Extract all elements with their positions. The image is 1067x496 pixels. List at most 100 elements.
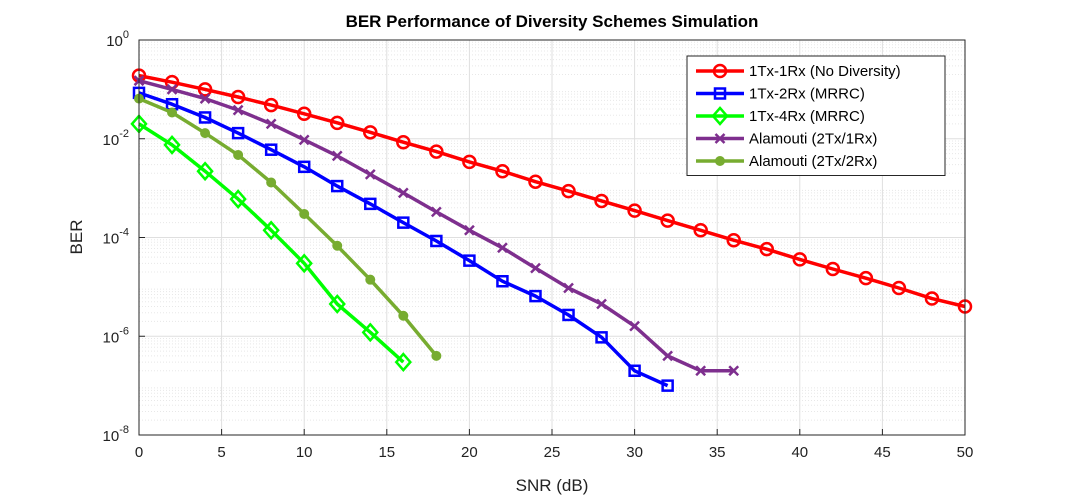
legend-label: 1Tx-4Rx (MRRC) bbox=[749, 108, 865, 125]
data-point bbox=[528, 174, 543, 189]
series-line bbox=[138, 96, 438, 358]
data-point bbox=[163, 135, 181, 155]
data-point bbox=[328, 294, 346, 314]
data-point bbox=[361, 322, 379, 343]
data-point bbox=[332, 240, 343, 251]
data-point bbox=[396, 134, 411, 150]
y-tick-label: 10-8 bbox=[103, 424, 129, 445]
data-point bbox=[561, 183, 576, 199]
data-point bbox=[825, 261, 841, 277]
data-point bbox=[298, 134, 310, 146]
series-5 bbox=[134, 93, 442, 361]
data-point bbox=[726, 232, 741, 248]
data-point bbox=[365, 274, 376, 285]
x-axis-ticks: 0 5 10 15 20 25 30 35 40 45 50 bbox=[135, 429, 974, 461]
data-point bbox=[329, 115, 345, 131]
data-point bbox=[196, 161, 214, 182]
y-tick-label: 100 bbox=[106, 29, 129, 50]
data-point bbox=[262, 220, 280, 241]
y-axis-ticks: 10-8 10-6 10-4 10-2 100 bbox=[103, 29, 145, 445]
data-point bbox=[430, 234, 443, 248]
data-point bbox=[297, 160, 311, 174]
data-point bbox=[397, 187, 409, 199]
data-point bbox=[397, 216, 410, 229]
data-point bbox=[167, 107, 178, 118]
legend-entry: Alamouti (2Tx/2Rx) bbox=[696, 153, 877, 170]
data-point bbox=[924, 291, 940, 306]
x-tick-label: 45 bbox=[874, 444, 891, 461]
chart-title: BER Performance of Diversity Schemes Sim… bbox=[346, 12, 759, 31]
legend-label: Alamouti (2Tx/2Rx) bbox=[749, 153, 877, 170]
data-point bbox=[463, 254, 476, 267]
x-tick-label: 0 bbox=[135, 444, 143, 461]
data-point bbox=[265, 118, 277, 130]
x-axis-label: SNR (dB) bbox=[516, 476, 589, 495]
data-point bbox=[264, 143, 278, 156]
data-point bbox=[693, 223, 708, 238]
data-point bbox=[398, 310, 409, 321]
legend-swatch-marker bbox=[711, 106, 729, 126]
data-point bbox=[660, 213, 675, 228]
data-point bbox=[629, 320, 640, 332]
x-tick-label: 35 bbox=[709, 444, 726, 461]
data-point bbox=[363, 125, 378, 140]
data-point bbox=[858, 270, 874, 286]
series-line bbox=[138, 122, 405, 364]
x-tick-label: 10 bbox=[296, 444, 313, 461]
data-point bbox=[198, 111, 212, 124]
legend-label: 1Tx-1Rx (No Diversity) bbox=[749, 63, 901, 80]
data-point bbox=[496, 274, 509, 288]
data-point bbox=[430, 206, 442, 218]
data-point bbox=[695, 365, 707, 377]
data-point bbox=[497, 242, 508, 254]
legend-entry: 1Tx-4Rx (MRRC) bbox=[696, 106, 865, 126]
legend-entry: Alamouti (2Tx/1Rx) bbox=[696, 131, 877, 148]
data-point bbox=[299, 208, 310, 219]
data-point bbox=[596, 298, 607, 310]
data-point bbox=[891, 280, 907, 296]
series-4 bbox=[133, 75, 740, 377]
data-point bbox=[296, 106, 312, 122]
data-point bbox=[364, 197, 377, 211]
legend-entry: 1Tx-1Rx (No Diversity) bbox=[696, 63, 901, 80]
data-point bbox=[495, 163, 510, 179]
data-point bbox=[200, 128, 211, 139]
data-point bbox=[661, 379, 674, 392]
data-point bbox=[529, 289, 542, 303]
data-point bbox=[728, 365, 740, 377]
data-point bbox=[331, 150, 343, 162]
data-point bbox=[229, 189, 247, 209]
x-tick-label: 50 bbox=[957, 444, 974, 461]
data-point bbox=[628, 364, 641, 378]
legend-swatch-marker bbox=[713, 87, 727, 100]
data-point bbox=[431, 350, 442, 361]
y-tick-label: 10-2 bbox=[103, 128, 129, 149]
y-axis-label: BER bbox=[67, 220, 86, 255]
data-point bbox=[295, 253, 313, 274]
legend: 1Tx-1Rx (No Diversity) 1Tx-2Rx (MRRC) 1Tx-… bbox=[686, 55, 946, 176]
x-tick-label: 5 bbox=[217, 444, 225, 461]
data-point bbox=[662, 350, 674, 362]
data-point bbox=[230, 89, 246, 105]
data-point bbox=[233, 149, 244, 160]
data-point bbox=[266, 177, 277, 188]
data-point bbox=[394, 352, 412, 372]
data-point bbox=[364, 168, 376, 180]
legend-entry: 1Tx-2Rx (MRRC) bbox=[696, 86, 865, 103]
data-point bbox=[462, 154, 477, 170]
series-layer bbox=[130, 68, 973, 392]
x-tick-label: 20 bbox=[461, 444, 478, 461]
series-3 bbox=[130, 113, 412, 372]
data-point bbox=[792, 252, 808, 267]
x-tick-label: 25 bbox=[544, 444, 561, 461]
data-point bbox=[231, 126, 245, 140]
x-tick-label: 30 bbox=[626, 444, 643, 461]
data-point bbox=[530, 262, 541, 274]
data-point bbox=[330, 179, 344, 193]
data-point bbox=[464, 224, 475, 236]
data-point bbox=[166, 83, 178, 95]
series-1 bbox=[131, 68, 973, 314]
legend-swatch-marker bbox=[714, 133, 726, 144]
data-point bbox=[563, 282, 574, 294]
